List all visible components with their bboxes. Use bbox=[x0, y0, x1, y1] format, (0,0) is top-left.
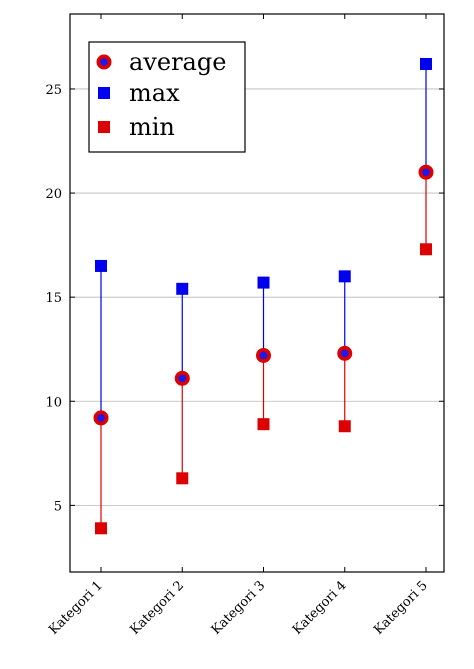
x-tick-label: Kategori 3 bbox=[209, 578, 269, 638]
y-tick-label: 5 bbox=[54, 499, 62, 514]
plot-frame bbox=[69, 13, 445, 573]
x-tick-label: Kategori 2 bbox=[127, 578, 187, 638]
max-point bbox=[176, 282, 189, 295]
x-tick-label: Kategori 1 bbox=[46, 578, 106, 638]
average-point bbox=[418, 164, 434, 180]
x-tick-label: Kategori 5 bbox=[371, 578, 431, 638]
y-tick-label: 15 bbox=[45, 291, 62, 306]
max-point bbox=[420, 57, 432, 70]
legend-average-marker bbox=[96, 54, 112, 70]
min-point bbox=[176, 472, 189, 485]
y-tick-label: 10 bbox=[45, 395, 62, 410]
average-point bbox=[174, 370, 190, 386]
legend-max-marker bbox=[98, 87, 110, 99]
average-point-inner bbox=[340, 349, 349, 358]
x-tick-label: Kategori 4 bbox=[290, 578, 350, 638]
stem-lines bbox=[100, 63, 427, 529]
average-point-inner bbox=[178, 374, 187, 383]
data-marks bbox=[93, 57, 434, 535]
legend-box bbox=[88, 41, 246, 153]
average-point bbox=[93, 410, 109, 426]
legend-label: max bbox=[129, 79, 180, 107]
average-point-inner bbox=[422, 168, 430, 177]
average-point-inner bbox=[97, 414, 105, 422]
min-point bbox=[95, 522, 107, 535]
max-point bbox=[95, 259, 107, 272]
legend-label: average bbox=[129, 48, 226, 76]
legend: average max min bbox=[88, 41, 246, 153]
max-point bbox=[257, 276, 270, 289]
min-point bbox=[257, 418, 270, 431]
legend-min-marker bbox=[98, 121, 110, 133]
min-point bbox=[338, 420, 351, 433]
y-tick-label: 20 bbox=[45, 187, 62, 202]
legend-label: min bbox=[129, 113, 175, 141]
max-point bbox=[338, 270, 351, 283]
average-point bbox=[337, 345, 353, 361]
average-point bbox=[256, 347, 271, 363]
average-point-inner bbox=[259, 351, 268, 360]
y-axis-ticks: 5 10 15 20 25 bbox=[45, 83, 444, 514]
min-point bbox=[420, 243, 432, 256]
average-point-inner bbox=[100, 58, 108, 66]
y-tick-label: 25 bbox=[45, 83, 62, 98]
